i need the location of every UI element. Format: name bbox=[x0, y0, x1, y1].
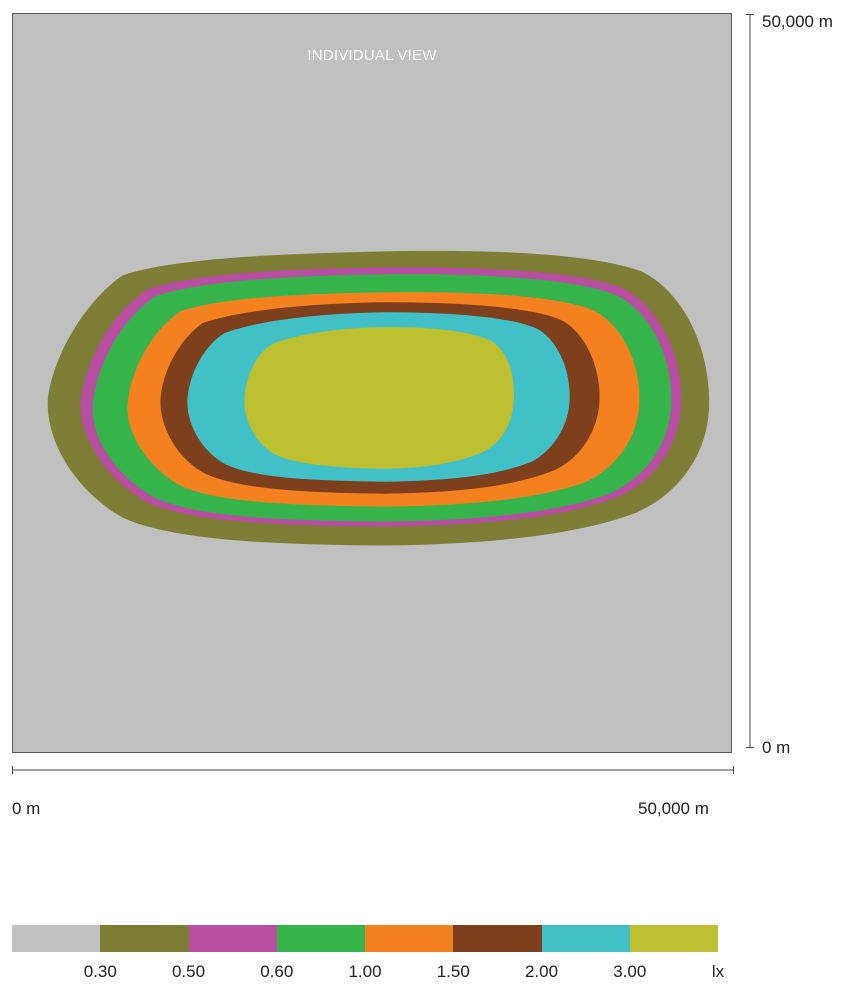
x-axis-right-label: 50,000 m bbox=[638, 799, 709, 818]
y-axis-bottom-label: 0 m bbox=[762, 738, 791, 757]
legend-tick-label: 0.50 bbox=[171, 962, 206, 981]
legend-tick-label: 1.50 bbox=[436, 962, 470, 981]
legend-swatch-5 bbox=[453, 925, 542, 952]
legend-swatch-4 bbox=[365, 925, 454, 952]
legend-color-bar bbox=[12, 925, 718, 952]
legend-tick-label: 0.60 bbox=[260, 962, 294, 981]
legend-unit: lx bbox=[711, 962, 725, 981]
legend-swatch-0 bbox=[12, 925, 101, 952]
legend-swatch-6 bbox=[541, 925, 630, 952]
legend-swatch-2 bbox=[188, 925, 277, 952]
legend-tick-label: 0.30 bbox=[83, 962, 117, 981]
y-axis-top-label: 50,000 m bbox=[762, 12, 833, 31]
contour-plot bbox=[47, 250, 710, 546]
legend-swatch-3 bbox=[276, 925, 365, 952]
legend-tick-label: 2.00 bbox=[524, 962, 559, 981]
legend-swatch-1 bbox=[100, 925, 189, 952]
legend-tick-label: 1.00 bbox=[348, 962, 382, 981]
view-title: INDIVIDUAL VIEW bbox=[307, 47, 437, 64]
x-axis-left-label: 0 m bbox=[12, 799, 41, 818]
y-scale-bar bbox=[746, 14, 754, 748]
contour-band-3-00 bbox=[244, 327, 514, 469]
legend-swatch-7 bbox=[629, 925, 718, 952]
legend-tick-label: 3.00 bbox=[613, 962, 647, 981]
illuminance-map: INDIVIDUAL VIEW bbox=[12, 13, 732, 753]
x-scale-bar bbox=[12, 766, 734, 774]
